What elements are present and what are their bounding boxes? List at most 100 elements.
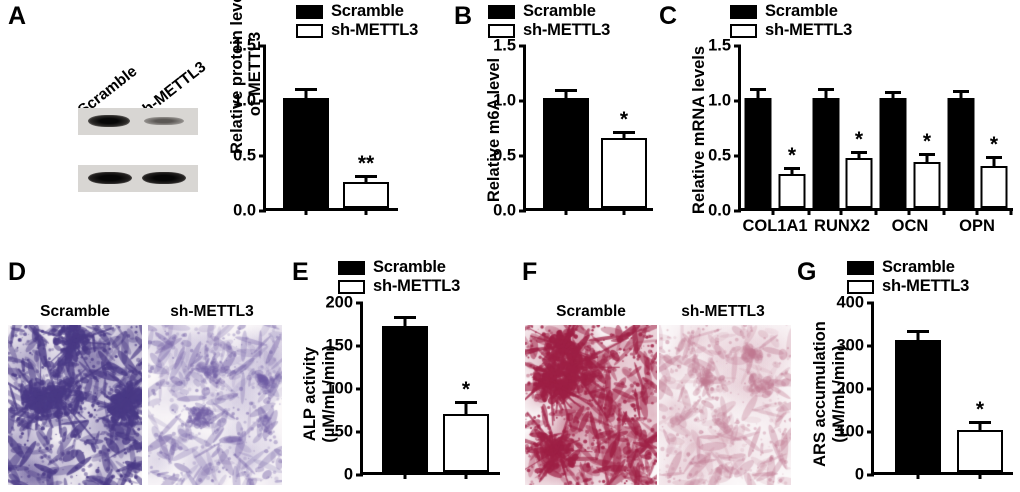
legend-swatch-sh-icon bbox=[338, 279, 365, 294]
errorcap-e-scramble bbox=[394, 316, 416, 319]
errorbar-c-runx2-sh bbox=[857, 154, 861, 158]
bar-g-scramble bbox=[895, 340, 941, 472]
x-tick-b-0 bbox=[564, 208, 568, 215]
y-tick-e-1: 50 bbox=[335, 423, 363, 442]
legend-row-scramble: Scramble bbox=[296, 2, 418, 21]
significance-g-sh: * bbox=[975, 398, 985, 421]
bar-g-sh bbox=[957, 430, 1003, 472]
errorcap-b-sh bbox=[613, 131, 635, 134]
legend-swatch-scramble-icon bbox=[296, 4, 323, 19]
legend-row-scramble: Scramble bbox=[730, 2, 852, 21]
legend-label-scramble: Scramble bbox=[373, 258, 446, 276]
x-tick-e-1 bbox=[464, 472, 468, 479]
micrograph-title-d-sh: sh-METTL3 bbox=[170, 303, 254, 320]
errorbar-g-scramble bbox=[916, 333, 920, 340]
micrograph-canvas bbox=[8, 325, 142, 485]
errorbar-b-scramble bbox=[564, 92, 568, 98]
chart-c: Relative mRNA levels 0.0 0.5 1.0 1.5 * C… bbox=[655, 0, 1020, 250]
legend-swatch-sh-icon bbox=[296, 23, 323, 38]
micrograph-f-sh bbox=[659, 325, 791, 485]
bar-c-col1a1-scramble bbox=[744, 98, 772, 208]
errorcap-c-runx2-scramble bbox=[818, 88, 834, 91]
panel-g: G Scramble sh-METTL3 ARS accumulation (µM… bbox=[795, 255, 1020, 492]
panel-c: C Scramble sh-METTL3 Relative mRNA level… bbox=[655, 0, 1020, 250]
panel-d: D Scramble sh-METTL3 bbox=[0, 255, 290, 492]
errorcap-a-scramble bbox=[295, 88, 317, 91]
legend-a: Scramble sh-METTL3 bbox=[296, 2, 418, 40]
bar-e-scramble bbox=[382, 326, 428, 472]
significance-a-sh: ** bbox=[357, 152, 375, 175]
bar-c-runx2-sh bbox=[845, 158, 873, 208]
y-tick-b-1: 0.5 bbox=[493, 147, 526, 166]
y-tick-e-0: 0 bbox=[344, 466, 363, 485]
x-tick-c-sep-3 bbox=[874, 208, 878, 215]
errorcap-g-sh bbox=[969, 421, 991, 424]
legend-swatch-scramble-icon bbox=[730, 4, 757, 19]
y-tick-b-3: 1.5 bbox=[493, 37, 526, 56]
y-tick-g-0: 0 bbox=[855, 466, 874, 485]
y-tick-g-2: 200 bbox=[836, 380, 874, 399]
micrograph-canvas bbox=[525, 325, 657, 485]
y-tick-a-1: 0.5 bbox=[233, 147, 266, 166]
x-axis-label-c-ocn: OCN bbox=[891, 217, 929, 235]
y-tick-c-2: 1.0 bbox=[708, 92, 741, 111]
x-tick-c-sep-1 bbox=[807, 208, 811, 215]
legend-label-scramble: Scramble bbox=[331, 2, 404, 20]
bar-b-scramble bbox=[543, 98, 589, 208]
x-tick-c-sep-7 bbox=[1009, 208, 1013, 215]
legend-label-scramble: Scramble bbox=[523, 2, 596, 20]
legend-c: Scramble sh-METTL3 bbox=[730, 2, 852, 40]
micrograph-canvas bbox=[148, 325, 282, 485]
errorbar-e-scramble bbox=[403, 319, 407, 326]
legend-swatch-scramble-icon bbox=[488, 4, 515, 19]
micrograph-title-f-scramble: Scramble bbox=[556, 303, 626, 320]
y-tick-g-1: 100 bbox=[836, 423, 874, 442]
x-tick-c-sep-6 bbox=[975, 208, 979, 215]
bar-c-col1a1-sh bbox=[778, 174, 806, 208]
x-axis-label-c-col1a1: COL1A1 bbox=[742, 217, 808, 235]
legend-row-sh: sh-METTL3 bbox=[730, 21, 852, 40]
x-tick-b-1 bbox=[622, 208, 626, 215]
y-axis-label-b: Relative m6A level bbox=[485, 57, 503, 203]
panel-letter-e: E bbox=[292, 258, 309, 286]
errorcap-c-opn-sh bbox=[986, 156, 1002, 159]
y-axis-label-c: Relative mRNA levels bbox=[690, 45, 708, 215]
legend-g: Scramble sh-METTL3 bbox=[847, 258, 969, 296]
legend-swatch-scramble-icon bbox=[338, 260, 365, 275]
legend-row-scramble: Scramble bbox=[338, 258, 460, 277]
errorbar-c-col1a1-scramble bbox=[756, 91, 760, 98]
bar-a-scramble bbox=[283, 98, 329, 208]
panel-letter-f: F bbox=[522, 258, 538, 286]
plot-area-c: 0.0 0.5 1.0 1.5 * COL1A1 bbox=[708, 37, 1013, 235]
legend-row-sh: sh-METTL3 bbox=[847, 277, 969, 296]
errorcap-c-ocn-sh bbox=[919, 153, 935, 156]
errorbar-c-ocn-scramble bbox=[891, 94, 895, 98]
chart-b: Relative m6A level 0.0 0.5 1.0 1.5 * bbox=[450, 0, 655, 250]
y-tick-a-0: 0.0 bbox=[233, 202, 266, 221]
y-tick-a-3: 1.5 bbox=[233, 37, 266, 56]
significance-c-opn: * bbox=[989, 133, 999, 156]
micrograph-title-d-scramble: Scramble bbox=[40, 303, 110, 320]
x-tick-g-1 bbox=[978, 472, 982, 479]
x-tick-g-0 bbox=[916, 472, 920, 479]
errorcap-c-runx2-sh bbox=[851, 151, 867, 154]
legend-label-sh: sh-METTL3 bbox=[765, 21, 853, 39]
panel-letter-c: C bbox=[659, 2, 678, 30]
x-axis-label-c-runx2: RUNX2 bbox=[814, 217, 870, 235]
legend-e: Scramble sh-METTL3 bbox=[338, 258, 460, 296]
x-tick-e-0 bbox=[403, 472, 407, 479]
errorcap-c-opn-scramble bbox=[953, 90, 969, 93]
blot-band-mettl3-sh bbox=[144, 117, 184, 125]
x-tick-a-1 bbox=[364, 208, 368, 215]
chart-g: ARS accumulation (µM/mL/min) 0 100 200 30… bbox=[795, 255, 1020, 492]
errorbar-c-ocn-sh bbox=[925, 156, 929, 162]
legend-row-sh: sh-METTL3 bbox=[296, 21, 418, 40]
x-tick-a-0 bbox=[304, 208, 308, 215]
western-blot-a: Scramble sh-METTL3 METTL3 β-actin bbox=[75, 56, 209, 192]
bar-b-sh bbox=[601, 138, 647, 208]
panel-b: B Scramble sh-METTL3 Relative m6A level … bbox=[450, 0, 655, 250]
significance-c-ocn: * bbox=[922, 130, 932, 153]
x-tick-c-sep-0 bbox=[771, 208, 775, 215]
y-tick-c-3: 1.5 bbox=[708, 37, 741, 56]
errorbar-b-sh bbox=[622, 134, 626, 138]
